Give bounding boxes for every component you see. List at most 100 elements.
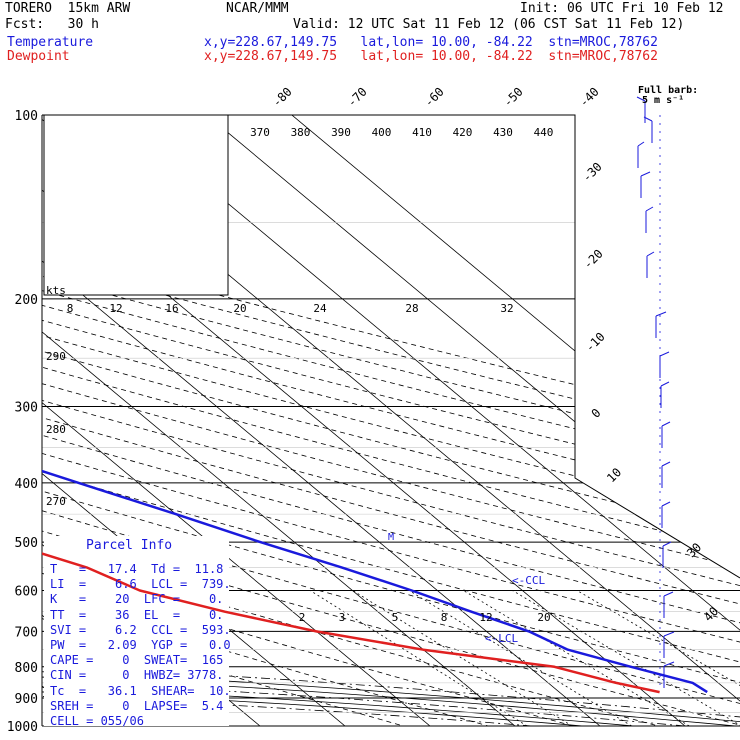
barb-title: Full barb: [638,85,698,96]
theta-side-label: 280 [46,423,66,436]
theta-label: 420 [453,126,473,139]
hodograph-units-label: kts [46,284,66,297]
parcel-info-background [44,536,229,726]
valid-time: Valid: 12 UTC Sat 11 Feb 12 (06 CST Sat … [293,17,685,32]
isotherm-label: -30 [580,160,605,185]
forecast-hour: Fcst: 30 h [5,17,99,32]
temperature-profile [42,115,708,694]
hodograph-panel [43,114,229,296]
isotherm-line [42,115,601,726]
wind-barb-flag [645,206,654,212]
mixing-ratio-line [408,590,632,726]
pressure-tick-label: 800 [15,661,38,676]
wind-barb-flag [659,351,670,357]
temperature-location: x,y=228.67,149.75 lat,lon= 10.00, -84.22… [204,35,658,50]
parcel-info-line: K = 20 LFC = 0. [50,592,224,607]
speed-scale-label: 12 [109,302,122,315]
mixing-ratio-label: 2 [299,611,306,624]
pressure-tick-label: 400 [15,477,38,492]
parcel-info-line: CELL = 055/06 [50,714,144,729]
wind-barb-flag [663,661,675,667]
pressure-tick-label: 500 [15,536,38,551]
parcel-info-line: T = 17.4 Td = 11.8 [50,562,224,576]
pressure-tick-label: 200 [15,293,38,308]
theta-label: 370 [250,126,270,139]
isotherm-line [0,115,5,726]
isotherm-label: 0 [589,406,604,421]
parcel-info-line: SREH = 0 LAPSE= 5.4 [50,698,224,713]
isotherm-label: -40 [577,85,602,110]
wind-barb-flag [661,421,671,427]
isotherm-label: -10 [583,330,608,355]
speed-scale-label: 20 [233,302,246,315]
dewpoint-profile [42,115,660,694]
parcel-info-line: SVI = 6.2 CCL = 593. [50,622,231,637]
parcel-info-line: CIN = 0 HWBZ= 3778. [50,668,224,683]
theta-side-label: 270 [46,495,66,508]
wind-barb-flag [636,96,646,102]
isotherm-label: -60 [422,85,447,110]
isotherm-line [42,115,516,726]
theta-label: 440 [534,126,554,139]
wind-barb-flag [646,251,655,257]
moist-adiabat-line [42,663,686,726]
dewpoint-location: x,y=228.67,149.75 lat,lon= 10.00, -84.22… [204,49,658,64]
isotherm-label: -80 [270,85,295,110]
dewpoint-legend: Dewpoint [7,49,70,64]
speed-scale-label: 28 [405,302,418,315]
parcel-info-line: CAPE = 0 SWEAT= 165 [50,653,224,668]
wind-barb-flag [661,461,671,467]
wind-barb-flag [640,171,651,177]
isotherm-line [121,115,740,726]
wind-barb-flag [643,116,653,122]
wind-barb-flag [655,311,667,317]
isotherm-label: 30 [684,540,704,560]
source-label: NCAR/MMM [226,1,289,16]
wind-barb-flag [663,591,674,597]
parcel-info-line: PW = 2.09 YGP = 0.0 [50,638,231,653]
mixing-ratio-label: 20 [537,611,550,624]
wind-barb-flag [663,631,675,637]
temperature-legend: Temperature [7,35,94,50]
isotherm-label: -70 [345,85,370,110]
mixing-ratio-line [352,590,573,726]
speed-scale-label: 16 [165,302,178,315]
moist-adiabat-line [42,645,740,726]
pressure-tick-label: 1000 [7,720,38,735]
mixing-ratio-label: 5 [392,611,399,624]
theta-label: 430 [493,126,513,139]
isotherm-line [42,115,431,726]
wind-barb-flag [662,541,672,547]
mixing-ratio-label: 8 [441,611,448,624]
isotherm-label: 40 [701,604,721,624]
isotherm-label: -50 [501,85,526,110]
speed-scale-label: 24 [313,302,327,315]
pressure-tick-label: 300 [15,401,38,416]
lcl-marker: <-LCL [485,632,518,645]
barb-units: 5 m s⁻¹ [642,95,684,106]
wind-barb-flag [637,141,645,147]
theta-side-label: 290 [46,350,66,363]
m-marker: M [388,532,394,543]
ccl-marker: <-CCL [512,574,545,587]
theta-label: 410 [412,126,432,139]
pressure-tick-label: 100 [15,109,38,124]
theta-label: 390 [331,126,351,139]
wind-barb-flag [660,381,670,387]
pressure-tick-label: 900 [15,692,38,707]
model-title: TORERO 15km ARW [5,1,131,16]
isotherm-line [206,115,740,726]
init-time: Init: 06 UTC Fri 10 Feb 12 [520,1,724,16]
isotherm-label: 10 [604,465,624,485]
pressure-tick-label: 600 [15,584,38,599]
parcel-info-line: LI = 6.6 LCL = 739. [50,577,231,592]
speed-scale-label: 32 [500,302,513,315]
theta-label: 400 [372,126,392,139]
pressure-tick-label: 700 [15,625,38,640]
theta-label: 380 [291,126,311,139]
mixing-ratio-label: 12 [479,611,492,624]
parcel-info-line: Tc = 36.1 SHEAR= 10. [50,683,231,698]
parcel-info-table: T = 17.4 Td = 11.8 LI = 6.6 LCL = 739. K =… [50,562,235,729]
speed-scale-label: 8 [67,302,74,315]
